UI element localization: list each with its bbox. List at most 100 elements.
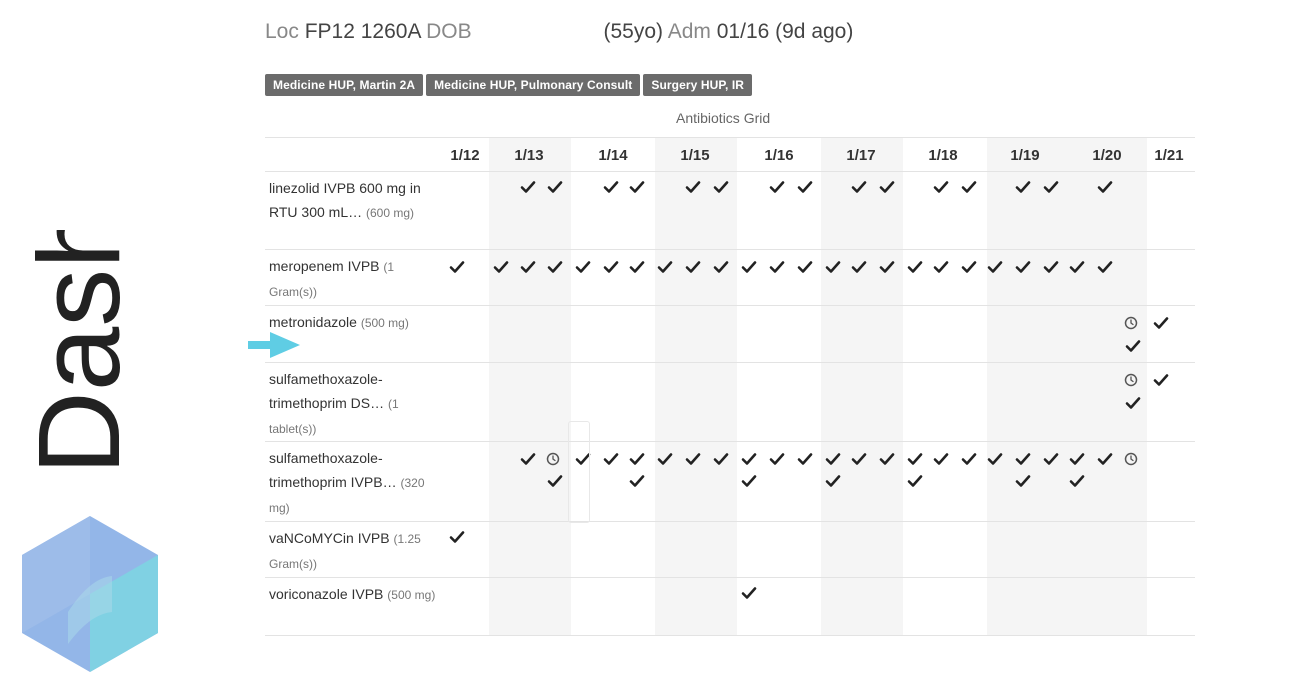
brand-wordmark-text: Dash	[35, 230, 125, 475]
given-check-icon[interactable]	[603, 451, 619, 467]
given-check-icon[interactable]	[547, 473, 563, 489]
row-divider	[265, 362, 1195, 363]
given-check-icon[interactable]	[685, 451, 701, 467]
given-check-icon[interactable]	[520, 451, 536, 467]
given-check-icon[interactable]	[657, 259, 673, 275]
given-check-icon[interactable]	[1069, 451, 1085, 467]
loc-value: FP12 1260A	[304, 20, 421, 43]
row-divider	[265, 635, 1195, 636]
given-check-icon[interactable]	[1015, 179, 1031, 195]
given-check-icon[interactable]	[825, 473, 841, 489]
given-check-icon[interactable]	[851, 259, 867, 275]
given-check-icon[interactable]	[933, 451, 949, 467]
drug-dose: (320 mg)	[269, 476, 425, 515]
given-check-icon[interactable]	[685, 259, 701, 275]
given-check-icon[interactable]	[1097, 451, 1113, 467]
given-check-icon[interactable]	[449, 259, 465, 275]
given-check-icon[interactable]	[1153, 315, 1169, 331]
given-check-icon[interactable]	[575, 451, 591, 467]
given-check-icon[interactable]	[1125, 395, 1141, 411]
given-check-icon[interactable]	[769, 179, 785, 195]
scheduled-clock-icon[interactable]	[1123, 315, 1139, 331]
given-check-icon[interactable]	[769, 259, 785, 275]
given-check-icon[interactable]	[629, 179, 645, 195]
row-divider	[265, 171, 1195, 172]
given-check-icon[interactable]	[713, 259, 729, 275]
age-value: (55yo)	[603, 20, 664, 43]
given-check-icon[interactable]	[1043, 451, 1059, 467]
given-check-icon[interactable]	[825, 259, 841, 275]
given-check-icon[interactable]	[961, 451, 977, 467]
given-check-icon[interactable]	[685, 179, 701, 195]
scheduled-clock-icon[interactable]	[1123, 451, 1139, 467]
given-check-icon[interactable]	[851, 179, 867, 195]
given-check-icon[interactable]	[851, 451, 867, 467]
given-check-icon[interactable]	[797, 259, 813, 275]
given-check-icon[interactable]	[493, 259, 509, 275]
given-check-icon[interactable]	[741, 585, 757, 601]
date-header: 1/21	[1154, 147, 1184, 164]
drug-name: vaNCoMYCin IVPB	[269, 530, 390, 546]
given-check-icon[interactable]	[741, 451, 757, 467]
given-check-icon[interactable]	[449, 529, 465, 545]
day-shade	[987, 137, 1069, 635]
given-check-icon[interactable]	[1125, 338, 1141, 354]
given-check-icon[interactable]	[1043, 179, 1059, 195]
given-check-icon[interactable]	[797, 451, 813, 467]
grid-title: Antibiotics Grid	[676, 110, 771, 126]
given-check-icon[interactable]	[933, 259, 949, 275]
given-check-icon[interactable]	[741, 473, 757, 489]
given-check-icon[interactable]	[879, 259, 895, 275]
drug-row-label: voriconazole IVPB (500 mg)	[269, 582, 439, 607]
scheduled-clock-icon[interactable]	[545, 451, 561, 467]
row-divider	[265, 577, 1195, 578]
given-check-icon[interactable]	[1069, 473, 1085, 489]
scheduled-clock-icon[interactable]	[1123, 372, 1139, 388]
given-check-icon[interactable]	[713, 179, 729, 195]
day-shade	[655, 137, 737, 635]
given-check-icon[interactable]	[907, 451, 923, 467]
given-check-icon[interactable]	[520, 179, 536, 195]
chip-pulmonary-consult[interactable]: Medicine HUP, Pulmonary Consult	[426, 74, 641, 96]
given-check-icon[interactable]	[629, 473, 645, 489]
given-check-icon[interactable]	[657, 451, 673, 467]
row-divider	[265, 441, 1195, 442]
given-check-icon[interactable]	[961, 259, 977, 275]
given-check-icon[interactable]	[1153, 372, 1169, 388]
given-check-icon[interactable]	[933, 179, 949, 195]
given-check-icon[interactable]	[769, 451, 785, 467]
given-check-icon[interactable]	[907, 259, 923, 275]
given-check-icon[interactable]	[1043, 259, 1059, 275]
given-check-icon[interactable]	[741, 259, 757, 275]
date-header: 1/16	[764, 147, 794, 164]
chip-surgery-ir[interactable]: Surgery HUP, IR	[643, 74, 753, 96]
date-header: 1/17	[846, 147, 876, 164]
given-check-icon[interactable]	[1097, 259, 1113, 275]
given-check-icon[interactable]	[629, 259, 645, 275]
given-check-icon[interactable]	[1015, 451, 1031, 467]
given-check-icon[interactable]	[520, 259, 536, 275]
given-check-icon[interactable]	[575, 259, 591, 275]
given-check-icon[interactable]	[547, 179, 563, 195]
given-check-icon[interactable]	[987, 451, 1003, 467]
given-check-icon[interactable]	[1069, 259, 1085, 275]
given-check-icon[interactable]	[1015, 259, 1031, 275]
given-check-icon[interactable]	[907, 473, 923, 489]
day-shade	[821, 137, 903, 635]
chip-martin-2a[interactable]: Medicine HUP, Martin 2A	[265, 74, 424, 96]
given-check-icon[interactable]	[629, 451, 645, 467]
given-check-icon[interactable]	[879, 179, 895, 195]
given-check-icon[interactable]	[1097, 179, 1113, 195]
given-check-icon[interactable]	[713, 451, 729, 467]
adm-value: 01/16 (9d ago)	[716, 20, 854, 43]
given-check-icon[interactable]	[1015, 473, 1031, 489]
given-check-icon[interactable]	[825, 451, 841, 467]
given-check-icon[interactable]	[961, 179, 977, 195]
given-check-icon[interactable]	[603, 259, 619, 275]
given-check-icon[interactable]	[547, 259, 563, 275]
given-check-icon[interactable]	[879, 451, 895, 467]
given-check-icon[interactable]	[797, 179, 813, 195]
given-check-icon[interactable]	[603, 179, 619, 195]
dob-label: DOB	[426, 20, 472, 43]
given-check-icon[interactable]	[987, 259, 1003, 275]
